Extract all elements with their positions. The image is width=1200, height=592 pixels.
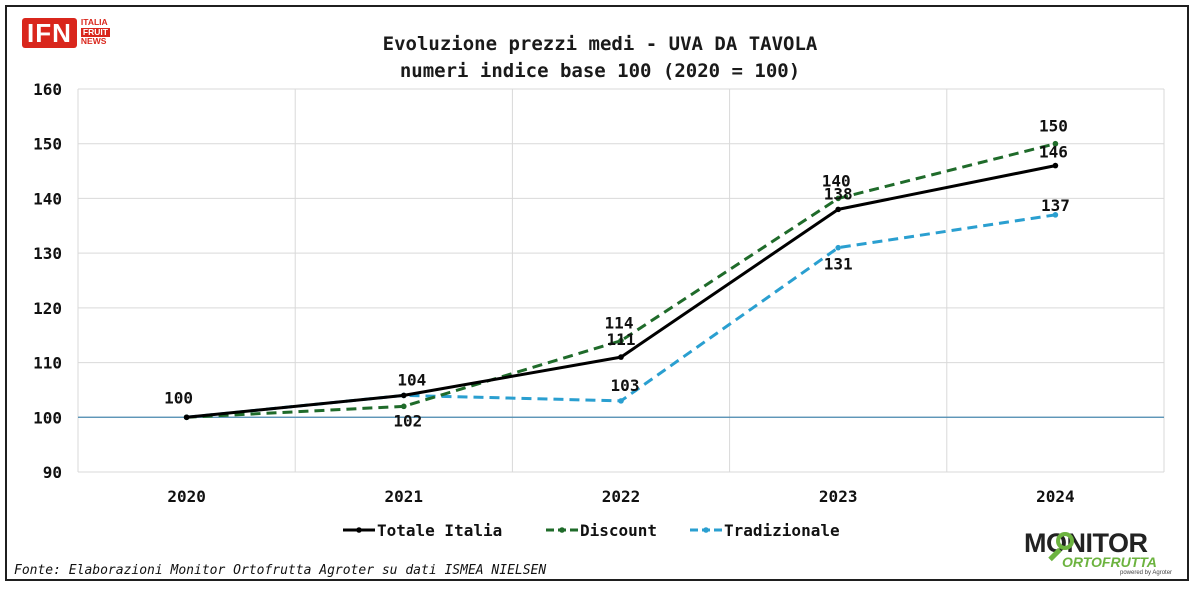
ifn-logo: IFN ITALIA FRUIT NEWS (22, 17, 110, 48)
data-point (183, 414, 190, 421)
ifn-logo-mark: IFN (22, 18, 77, 48)
y-tick-label: 140 (33, 189, 62, 208)
monitor-ortofrutta-logo: MONITOR ORTOFRUTTA powered by Agroter (1022, 528, 1182, 580)
data-label: 114 (605, 314, 634, 333)
data-label: 104 (397, 370, 426, 389)
legend-label: Discount (580, 521, 657, 540)
data-point (618, 354, 624, 360)
y-tick-label: 150 (33, 135, 62, 154)
legend-marker (356, 527, 362, 533)
data-label: 138 (824, 184, 853, 203)
y-tick-label: 120 (33, 299, 62, 318)
data-point (835, 206, 841, 213)
ifn-sub-1: ITALIA (80, 17, 108, 27)
ortofrutta-logo-text: ORTOFRUTTA (1062, 554, 1157, 570)
y-tick-label: 130 (33, 244, 62, 263)
x-tick-label: 2022 (602, 487, 641, 506)
magnifier-icon (1056, 532, 1074, 550)
chart-title: Evoluzione prezzi medi - UVA DA TAVOLA (382, 33, 818, 55)
y-tick-label: 100 (33, 408, 62, 427)
legend-marker (703, 527, 709, 533)
data-label: 140 (822, 171, 851, 190)
legend-marker (559, 527, 565, 533)
data-point (1052, 162, 1059, 169)
x-tick-label: 2021 (385, 487, 424, 506)
y-tick-label: 160 (33, 80, 62, 99)
y-tick-label: 110 (33, 354, 62, 373)
data-point (1052, 140, 1059, 147)
powered-by-text: powered by Agroter (1120, 570, 1173, 576)
legend-label: Tradizionale (724, 521, 840, 540)
x-tick-label: 2020 (167, 487, 206, 506)
series-line-discount (186, 142, 1056, 419)
data-point (835, 195, 841, 202)
monitor-logo-text: MONITOR (1024, 528, 1148, 558)
legend-label: Totale Italia (377, 521, 502, 540)
data-label: 150 (1039, 117, 1068, 136)
data-point (835, 244, 841, 251)
x-tick-label: 2024 (1036, 487, 1075, 506)
data-label: 111 (607, 330, 636, 349)
data-label: 103 (611, 376, 640, 395)
ifn-sub-3: NEWS (80, 36, 107, 46)
data-label: 100 (164, 388, 193, 407)
data-label: 131 (824, 255, 853, 274)
x-tick-label: 2023 (819, 487, 858, 506)
chart-subtitle: numeri indice base 100 (2020 = 100) (399, 60, 801, 82)
data-point (618, 398, 624, 404)
data-point (1052, 212, 1059, 218)
ifn-sub-2: FRUIT (80, 26, 110, 37)
data-point (401, 403, 407, 410)
data-label: 137 (1041, 196, 1070, 215)
data-label: 102 (393, 411, 422, 430)
chart-frame (5, 5, 1189, 581)
source-note: Fonte: Elaborazioni Monitor Ortofrutta A… (14, 563, 547, 578)
data-point (618, 337, 624, 344)
data-label: 146 (1039, 143, 1068, 162)
ifn-logo-text: IFN (27, 18, 72, 48)
ifn-logo-subtitle: ITALIA FRUIT NEWS (80, 17, 110, 47)
data-point (401, 392, 407, 399)
y-tick-label: 90 (43, 463, 62, 482)
